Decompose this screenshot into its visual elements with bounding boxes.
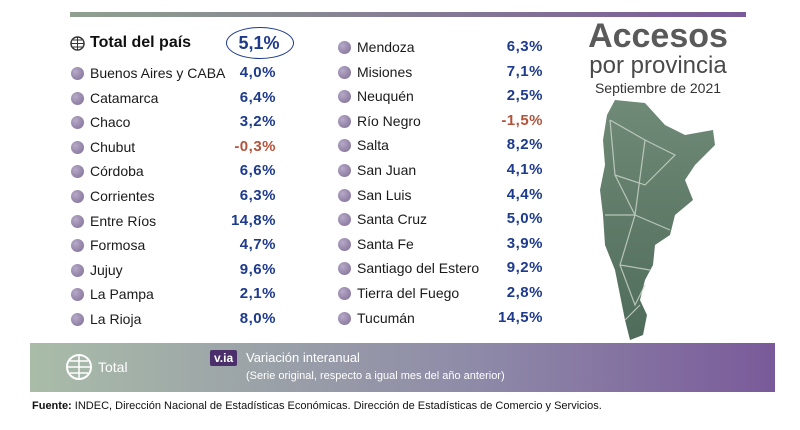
- legend-note: (Serie original, respecto a igual mes de…: [246, 370, 505, 382]
- province-name: Jujuy: [90, 261, 123, 278]
- province-value: 6,3%: [506, 38, 543, 55]
- legend-globe: [66, 354, 92, 380]
- province-value: 2,8%: [506, 284, 543, 301]
- bullet: [338, 213, 351, 227]
- source: Fuente: INDEC, Dirección Nacional de Est…: [32, 400, 602, 412]
- bullet: [71, 91, 84, 105]
- bullet: [338, 287, 351, 300]
- total-ellipse: [226, 27, 294, 59]
- province-name: San Juan: [357, 162, 417, 178]
- province-value: 6,4%: [239, 88, 276, 106]
- province-name: Chaco: [90, 114, 131, 131]
- province-value: 6,6%: [239, 162, 276, 180]
- province-name: Formosa: [90, 237, 146, 254]
- bullet: [71, 140, 84, 154]
- province-name: Tucumán: [357, 309, 415, 326]
- province-name: Santa Cruz: [357, 211, 428, 228]
- province-name: Buenos Aires y CABA: [90, 65, 226, 81]
- bullet: [338, 164, 351, 177]
- top-rule: [70, 12, 746, 17]
- province-value: 9,6%: [239, 260, 276, 278]
- province-value: -1,5%: [501, 111, 543, 129]
- province-name: Entre Ríos: [90, 212, 157, 229]
- province-value: 4,0%: [239, 64, 276, 81]
- province-value: 4,7%: [239, 236, 276, 254]
- bullet: [71, 116, 84, 130]
- total-value: 5,1%: [238, 33, 280, 53]
- province-name: Salta: [357, 137, 389, 154]
- bullet: [71, 239, 84, 253]
- province-value: 2,1%: [239, 285, 276, 303]
- bullet: [338, 90, 351, 104]
- province-name: Neuquén: [357, 88, 414, 105]
- province-name: Corrientes: [90, 188, 155, 204]
- bullet: [338, 262, 351, 276]
- bullet: [71, 313, 84, 326]
- province-value: 6,3%: [239, 187, 276, 204]
- province-value: 14,5%: [497, 308, 543, 326]
- province-value: 3,2%: [239, 113, 276, 131]
- province-name: Misiones: [357, 63, 413, 80]
- province-value: 2,5%: [506, 87, 543, 105]
- province-name: Santiago del Estero: [357, 260, 480, 277]
- bullet: [71, 214, 84, 228]
- bullet: [71, 165, 84, 179]
- bullet: [338, 237, 351, 251]
- province-value: 5,0%: [506, 210, 543, 228]
- province-name: Tierra del Fuego: [357, 285, 460, 301]
- bullet: [338, 311, 351, 325]
- province-value: 4,4%: [506, 185, 543, 203]
- source-text: INDEC, Dirección Nacional de Estadística…: [74, 400, 602, 412]
- bullet: [71, 67, 84, 80]
- province-name: Catamarca: [90, 89, 159, 106]
- province-value: 4,1%: [506, 161, 543, 178]
- total-label: Total del país: [90, 34, 192, 51]
- bullet: [338, 139, 351, 153]
- province-value: 3,9%: [506, 234, 543, 252]
- bullet: [71, 288, 84, 302]
- title-line2: por provincia: [589, 52, 727, 79]
- bullet: [71, 190, 84, 203]
- bullet: [338, 114, 351, 128]
- subtitle: Septiembre de 2021: [594, 80, 722, 96]
- province-value: 9,2%: [506, 259, 543, 277]
- globe-icon: [70, 36, 85, 51]
- bullet: [71, 263, 84, 277]
- legend-total: Total: [98, 359, 128, 375]
- legend-badge: v.ia: [210, 350, 238, 366]
- province-value: -0,3%: [234, 137, 276, 155]
- bullet: [338, 65, 351, 79]
- province-value: 14,8%: [230, 211, 276, 229]
- bullet: [338, 41, 351, 54]
- legend-text: Variación interanual: [246, 350, 360, 365]
- province-name: Córdoba: [90, 163, 144, 180]
- province-value: 8,0%: [239, 310, 276, 327]
- province-name: Río Negro: [357, 112, 421, 129]
- source-label: Fuente:: [32, 400, 72, 412]
- province-name: San Luis: [357, 186, 412, 203]
- bullet: [338, 188, 351, 202]
- legend-band: [30, 343, 775, 392]
- title: Accesos: [588, 17, 728, 55]
- province-name: La Pampa: [90, 286, 154, 303]
- province-name: Chubut: [90, 138, 136, 155]
- map-of-argentina: [600, 100, 715, 340]
- province-value: 7,1%: [506, 62, 543, 80]
- province-value: 8,2%: [506, 136, 543, 154]
- province-name: Santa Fe: [357, 235, 414, 252]
- province-name: Mendoza: [357, 39, 415, 55]
- province-name: La Rioja: [90, 311, 142, 327]
